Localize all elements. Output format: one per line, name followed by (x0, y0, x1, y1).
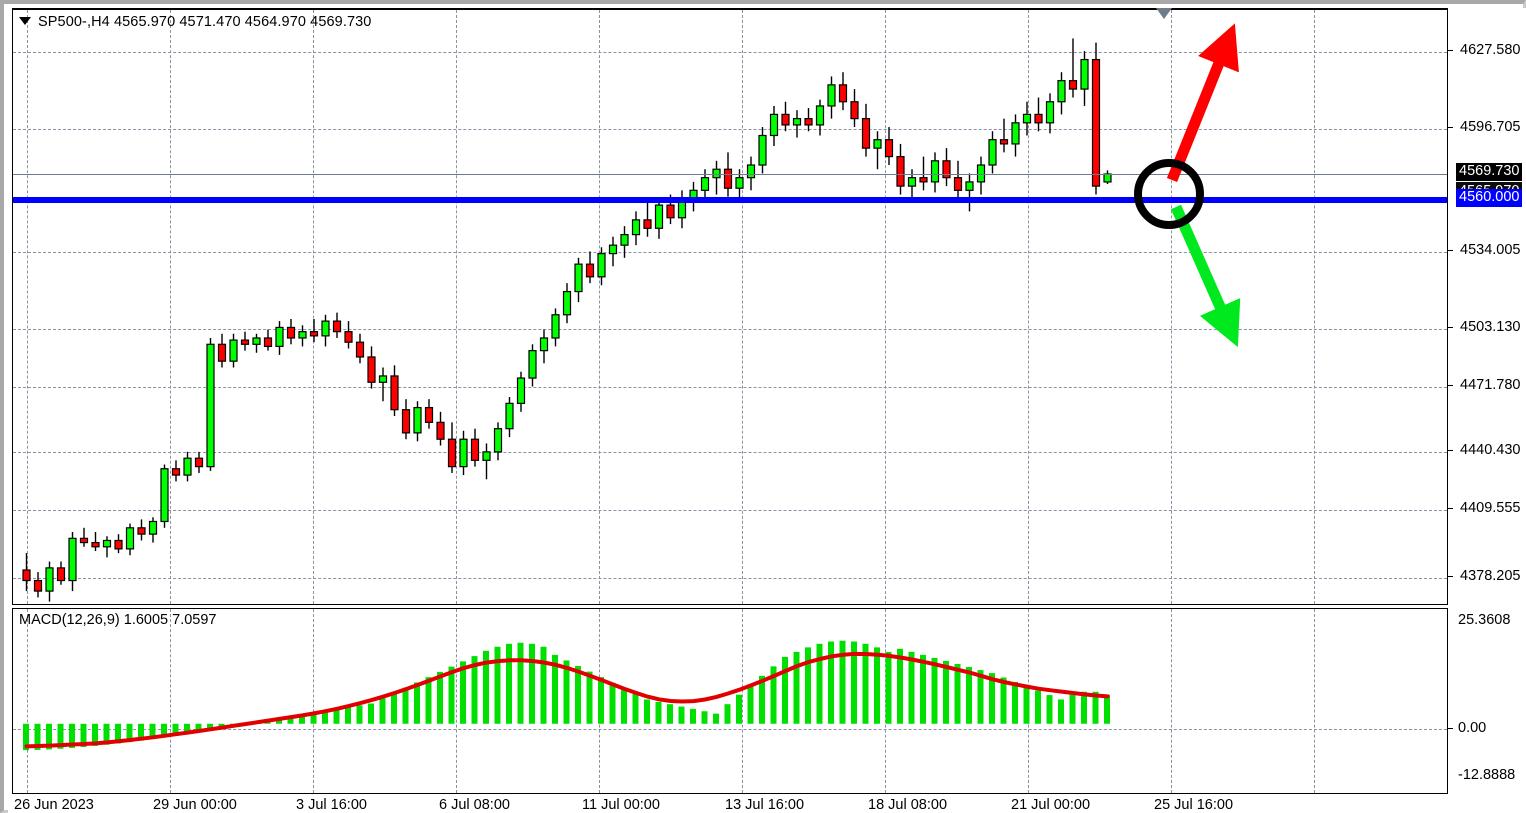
chart-header: SP500-,H4 4565.970 4571.470 4564.970 456… (19, 14, 371, 30)
price-gridline (13, 578, 1447, 579)
time-gridline (885, 10, 886, 604)
price-y-axis[interactable]: 4627.580 4596.705 4534.005 4503.130 4471.780… (1448, 8, 1526, 605)
price-gridline (13, 510, 1447, 511)
chart-header-text: SP500-,H4 4565.970 4571.470 4564.970 456… (38, 14, 372, 30)
macd-axis-label: 0.00 (1458, 720, 1487, 736)
price-gridline (13, 252, 1447, 253)
time-gridline (456, 609, 457, 793)
macd-axis-label: 25.3608 (1458, 612, 1511, 628)
time-axis-label: 11 Jul 00:00 (582, 797, 660, 813)
current-price-label: 4569.730 (1456, 163, 1523, 182)
price-axis-tick (1448, 508, 1453, 509)
time-gridline (313, 10, 314, 604)
time-gridline (170, 609, 171, 793)
time-gridline (742, 609, 743, 793)
last-price-line (13, 174, 1447, 175)
price-axis-label: 4378.205 (1460, 568, 1521, 584)
price-axis-tick (1448, 50, 1453, 51)
time-gridline (742, 10, 743, 604)
time-axis-label: 26 Jun 2023 (14, 797, 94, 813)
macd-plot[interactable] (13, 609, 1447, 793)
price-pane[interactable]: SP500-,H4 4565.970 4571.470 4564.970 456… (12, 8, 1448, 605)
level-price-label[interactable]: 4560.000 (1456, 189, 1523, 208)
time-gridline (27, 10, 28, 604)
macd-header: MACD(12,26,9) 1.6005 7.0597 (19, 612, 217, 628)
price-gridline (13, 129, 1447, 130)
time-axis-label: 6 Jul 08:00 (439, 797, 510, 813)
price-axis-label: 4627.580 (1460, 42, 1521, 58)
price-axis-label: 4596.705 (1460, 119, 1521, 135)
time-gridline (1314, 10, 1315, 604)
price-axis-tick (1448, 127, 1453, 128)
time-axis-label: 21 Jul 00:00 (1011, 797, 1091, 813)
price-axis-label: 4440.430 (1460, 442, 1521, 458)
candlestick-series (22, 38, 1112, 602)
price-axis-label: 4409.555 (1460, 500, 1521, 516)
price-gridline (13, 452, 1447, 453)
price-axis-tick (1448, 576, 1453, 577)
time-axis-label: 13 Jul 16:00 (725, 797, 805, 813)
price-axis-tick (1448, 450, 1453, 451)
time-x-axis[interactable]: 26 Jun 2023 29 Jun 00:00 3 Jul 16:00 6 Jul … (12, 797, 1448, 813)
macd-axis-label: -12.8888 (1458, 767, 1516, 783)
price-plot[interactable] (13, 10, 1447, 604)
price-axis-label: 4471.780 (1460, 377, 1521, 393)
chart-area: SP500-,H4 4565.970 4571.470 4564.970 456… (8, 8, 1526, 813)
price-axis-tick (1448, 327, 1453, 328)
time-axis-label: 18 Jul 08:00 (868, 797, 948, 813)
price-gridline (13, 329, 1447, 330)
support-level-line[interactable] (13, 197, 1447, 203)
macd-y-axis[interactable]: 25.3608 0.00 -12.8888 (1448, 608, 1526, 794)
price-axis-tick (1448, 250, 1453, 251)
period-separator-marker (1156, 8, 1172, 19)
time-axis-label: 3 Jul 16:00 (296, 797, 367, 813)
time-gridline (27, 609, 28, 793)
macd-axis-tick (1448, 728, 1453, 729)
time-gridline (1171, 609, 1172, 793)
time-axis-label: 29 Jun 00:00 (153, 797, 237, 813)
macd-pane[interactable]: MACD(12,26,9) 1.6005 7.0597 (12, 608, 1448, 794)
price-axis-label: 4534.005 (1460, 242, 1521, 258)
price-axis-tick (1448, 385, 1453, 386)
time-gridline (1314, 609, 1315, 793)
time-gridline (313, 609, 314, 793)
time-axis-label: 25 Jul 16:00 (1154, 797, 1234, 813)
triangle-down-icon[interactable] (19, 17, 31, 26)
price-gridline (13, 52, 1447, 53)
price-axis-label: 4503.130 (1460, 319, 1521, 335)
macd-zero-line (13, 729, 1447, 730)
price-gridline (13, 387, 1447, 388)
time-gridline (456, 10, 457, 604)
time-gridline (170, 10, 171, 604)
time-gridline (599, 10, 600, 604)
time-gridline (1028, 10, 1029, 604)
macd-series (23, 640, 1110, 751)
